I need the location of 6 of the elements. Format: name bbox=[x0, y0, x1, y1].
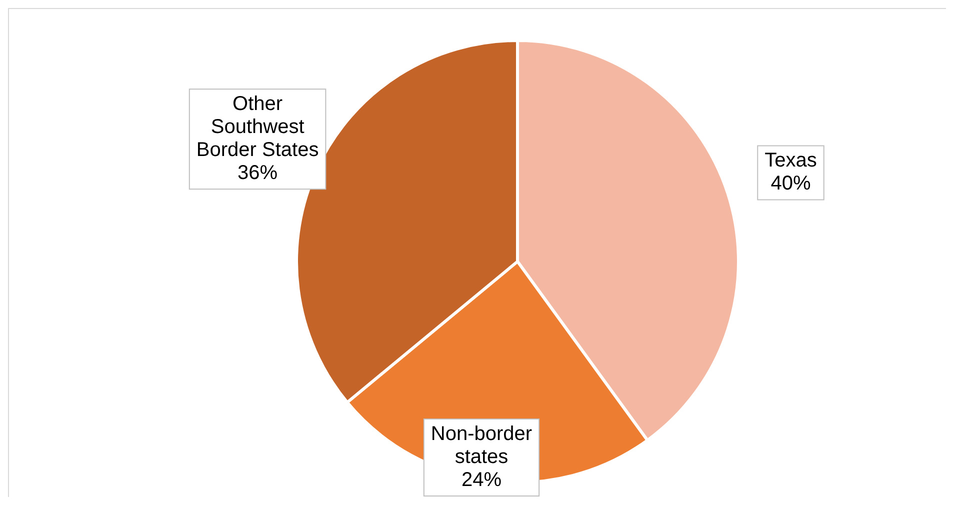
data-label: 36% bbox=[238, 162, 278, 184]
data-label: 40% bbox=[770, 172, 811, 195]
data-label: 24% bbox=[461, 469, 502, 492]
slice-label: Texas bbox=[764, 150, 817, 172]
slice-label: Other Southwest Border States bbox=[196, 93, 319, 162]
slice-label: Non-border states bbox=[430, 423, 532, 468]
